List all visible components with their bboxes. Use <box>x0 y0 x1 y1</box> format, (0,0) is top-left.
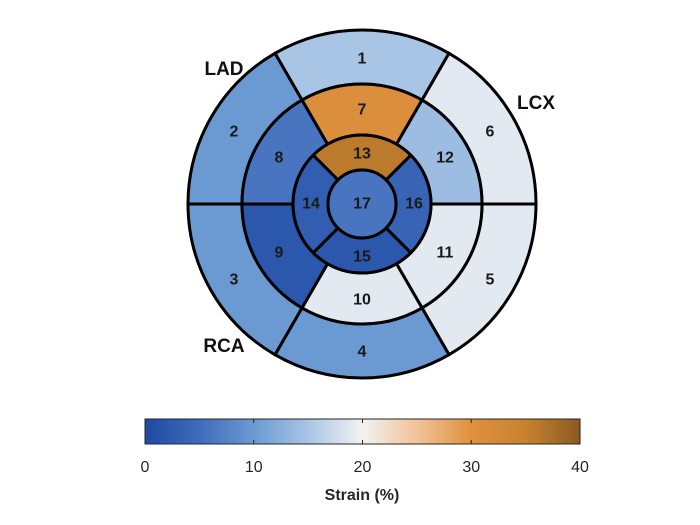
segment-label-4: 4 <box>358 344 367 361</box>
colorbar-tick-label-0: 0 <box>141 459 150 476</box>
segment-label-5: 5 <box>486 272 495 289</box>
colorbar-tick-label-30: 30 <box>462 459 480 476</box>
segment-label-9: 9 <box>275 245 284 262</box>
segment-label-6: 6 <box>486 124 495 141</box>
territory-label-rca: RCA <box>203 336 244 357</box>
colorbar-tick-label-40: 40 <box>571 459 589 476</box>
colorbar-bar <box>144 418 581 445</box>
segment-label-16: 16 <box>405 196 423 213</box>
territory-label-lcx: LCX <box>517 93 555 114</box>
colorbar-tick-label-10: 10 <box>245 459 263 476</box>
segment-label-3: 3 <box>230 272 239 289</box>
segment-label-8: 8 <box>275 150 284 167</box>
colorbar-label: Strain (%) <box>325 487 400 504</box>
segments-layer <box>186 28 538 380</box>
segment-label-7: 7 <box>358 102 367 119</box>
segment-label-2: 2 <box>230 124 239 141</box>
colorbar-ticks: 0 10 20 30 40 <box>141 419 589 476</box>
segment-label-17: 17 <box>353 196 371 213</box>
segment-label-10: 10 <box>353 292 371 309</box>
segment-label-13: 13 <box>353 146 371 163</box>
segment-label-11: 11 <box>437 245 454 262</box>
segment-17 <box>326 168 398 240</box>
territory-labels: LAD LCX RCA <box>203 59 555 357</box>
segment-label-15: 15 <box>353 249 371 266</box>
segment-label-14: 14 <box>302 196 320 213</box>
segment-label-1: 1 <box>358 51 367 68</box>
segment-label-12: 12 <box>436 150 454 167</box>
territory-label-lad: LAD <box>204 59 243 80</box>
colorbar-tick-label-20: 20 <box>354 459 372 476</box>
colorbar: 0 10 20 30 40 Strain (%) <box>141 418 589 504</box>
